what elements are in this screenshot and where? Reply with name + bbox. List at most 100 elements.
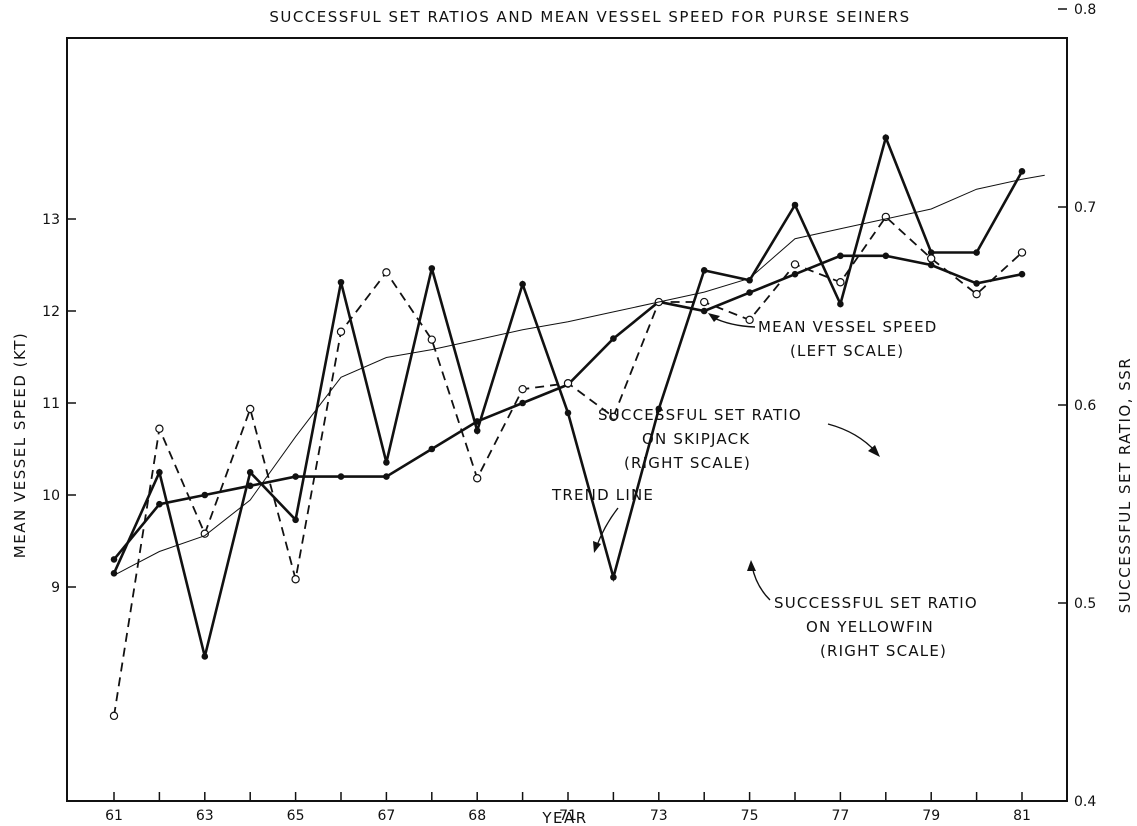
- x-axis: 61 63 65 67 68 71 73 75 77 79 81: [105, 792, 1031, 824]
- series-skipjack-point: [519, 280, 526, 288]
- series-trend-line: [113, 174, 1045, 576]
- series-speed-point: [927, 261, 935, 269]
- series-yellowfin-point: [291, 575, 300, 584]
- series-yellowfin-point: [700, 297, 709, 307]
- left-y-axis-label: MEAN VESSEL SPEED (KT): [11, 332, 29, 558]
- x-tick-label: 81: [1013, 808, 1031, 824]
- x-tick-label: 63: [196, 808, 214, 824]
- series-speed-point: [156, 500, 163, 508]
- x-tick-label: 79: [922, 808, 940, 824]
- series-skipjack-point: [655, 405, 663, 413]
- x-axis-label: YEAR: [541, 809, 587, 826]
- series-speed-point: [519, 399, 526, 407]
- left-y-axis: 9 10 11 12 13: [42, 212, 76, 596]
- left-tick-label: 12: [42, 304, 60, 320]
- x-tick-label: 75: [741, 808, 759, 824]
- annotation-skipjack-line-2: ON SKIPJACK: [642, 430, 750, 448]
- series-speed-point: [700, 307, 708, 315]
- series-skipjack-point: [428, 265, 436, 272]
- left-tick-label: 9: [51, 580, 60, 596]
- right-y-axis-label: SUCCESSFUL SET RATIO, SSR: [1116, 357, 1134, 613]
- annotation-speed-line-2: (LEFT SCALE): [790, 342, 904, 360]
- annotation-yellowfin-arrow: [751, 565, 771, 601]
- series-yellowfin-point: [609, 412, 618, 422]
- series-skipjack-point: [201, 653, 209, 660]
- series-skipjack-point: [610, 573, 617, 581]
- series-skipjack-point: [292, 516, 299, 524]
- series-yellowfin-point: [790, 260, 800, 269]
- left-tick-label: 11: [42, 396, 60, 412]
- series-speed-point: [383, 473, 390, 480]
- right-tick-label: 0.6: [1074, 398, 1096, 414]
- series-speed-point: [746, 289, 753, 296]
- series-skipjack-point: [882, 134, 890, 141]
- left-tick-label: 13: [42, 212, 60, 228]
- series-speed-point: [973, 280, 980, 287]
- series-yellowfin-point: [109, 711, 119, 721]
- series-skipjack-point: [700, 267, 708, 274]
- series-yellowfin-point: [382, 268, 391, 277]
- series-yellowfin-point: [427, 335, 436, 344]
- left-tick-label: 10: [42, 488, 60, 504]
- series-skipjack-point: [791, 201, 799, 209]
- x-tick-label: 61: [105, 808, 123, 824]
- annotation-skipjack: SUCCESSFUL SET RATIO ON SKIPJACK (RIGHT …: [598, 406, 880, 472]
- series-skipjack-point: [837, 300, 844, 308]
- series-yellowfin-point: [972, 289, 981, 299]
- series-skipjack-point: [110, 570, 118, 577]
- right-tick-label: 0.4: [1074, 794, 1096, 810]
- series-yellowfin-point: [245, 404, 255, 414]
- series-skipjack-point: [927, 249, 935, 256]
- annotation-yellowfin-line-1: SUCCESSFUL SET RATIO: [774, 594, 978, 612]
- series-speed-point: [1018, 270, 1026, 278]
- series-yellowfin-point: [927, 254, 936, 263]
- series-yellowfin-point: [518, 384, 527, 394]
- x-tick-label: 73: [650, 808, 668, 824]
- annotation-yellowfin-line-2: ON YELLOWFIN: [806, 618, 934, 636]
- series-yellowfin-point: [563, 379, 573, 388]
- annotation-mean-vessel-speed: MEAN VESSEL SPEED (LEFT SCALE): [708, 313, 938, 360]
- series-skipjack-point: [564, 409, 572, 417]
- series-speed-point: [337, 473, 345, 480]
- series-yellowfin-point: [155, 424, 164, 433]
- series-skipjack-point: [156, 469, 163, 476]
- series-yellowfin-point: [836, 278, 845, 287]
- series-yellowfin-point: [336, 327, 346, 336]
- annotations: MEAN VESSEL SPEED (LEFT SCALE) SUCCESSFU…: [551, 313, 978, 660]
- right-tick-label: 0.7: [1074, 200, 1096, 216]
- annotation-skipjack-line-1: SUCCESSFUL SET RATIO: [598, 406, 802, 424]
- series-skipjack-point: [973, 249, 980, 256]
- annotation-skipjack-line-3: (RIGHT SCALE): [624, 454, 751, 472]
- series-speed-point: [837, 252, 844, 260]
- series-speed-point: [791, 270, 799, 278]
- series-speed-point: [201, 491, 209, 499]
- annotation-trend-line: TREND LINE: [551, 486, 654, 553]
- plot-frame: [66, 37, 1068, 802]
- annotation-skipjack-arrow: [827, 423, 877, 453]
- annotation-yellowfin: SUCCESSFUL SET RATIO ON YELLOWFIN (RIGHT…: [747, 560, 978, 660]
- x-tick-label: 71: [559, 808, 577, 824]
- right-y-axis: 0.4 0.5 0.6 0.7 0.8: [1058, 2, 1096, 810]
- series-yellowfin-point: [473, 474, 482, 483]
- x-tick-label: 65: [287, 808, 305, 824]
- series-speed-point: [428, 445, 436, 453]
- series-speed-point: [292, 473, 299, 480]
- series-speed-point: [882, 252, 890, 260]
- x-tick-label: 77: [831, 808, 849, 824]
- series-yellowfin-point: [745, 315, 754, 325]
- chart-title: SUCCESSFUL SET RATIOS AND MEAN VESSEL SP…: [269, 8, 910, 26]
- series-layer: [109, 133, 1045, 721]
- x-tick-label: 68: [468, 808, 486, 824]
- series-skipjack-point: [246, 469, 254, 476]
- annotation-trend-text: TREND LINE: [551, 486, 654, 504]
- right-tick-label: 0.8: [1074, 2, 1096, 18]
- series-speed-point: [610, 335, 617, 342]
- series-skipjack-point: [1018, 168, 1026, 175]
- x-tick-label: 67: [377, 808, 395, 824]
- annotation-speed-line-1: MEAN VESSEL SPEED: [758, 318, 938, 336]
- series-yellowfin-point: [200, 529, 209, 538]
- series-speed-point: [110, 556, 118, 563]
- series-yellowfin-point: [1017, 248, 1027, 257]
- right-tick-label: 0.5: [1074, 596, 1096, 612]
